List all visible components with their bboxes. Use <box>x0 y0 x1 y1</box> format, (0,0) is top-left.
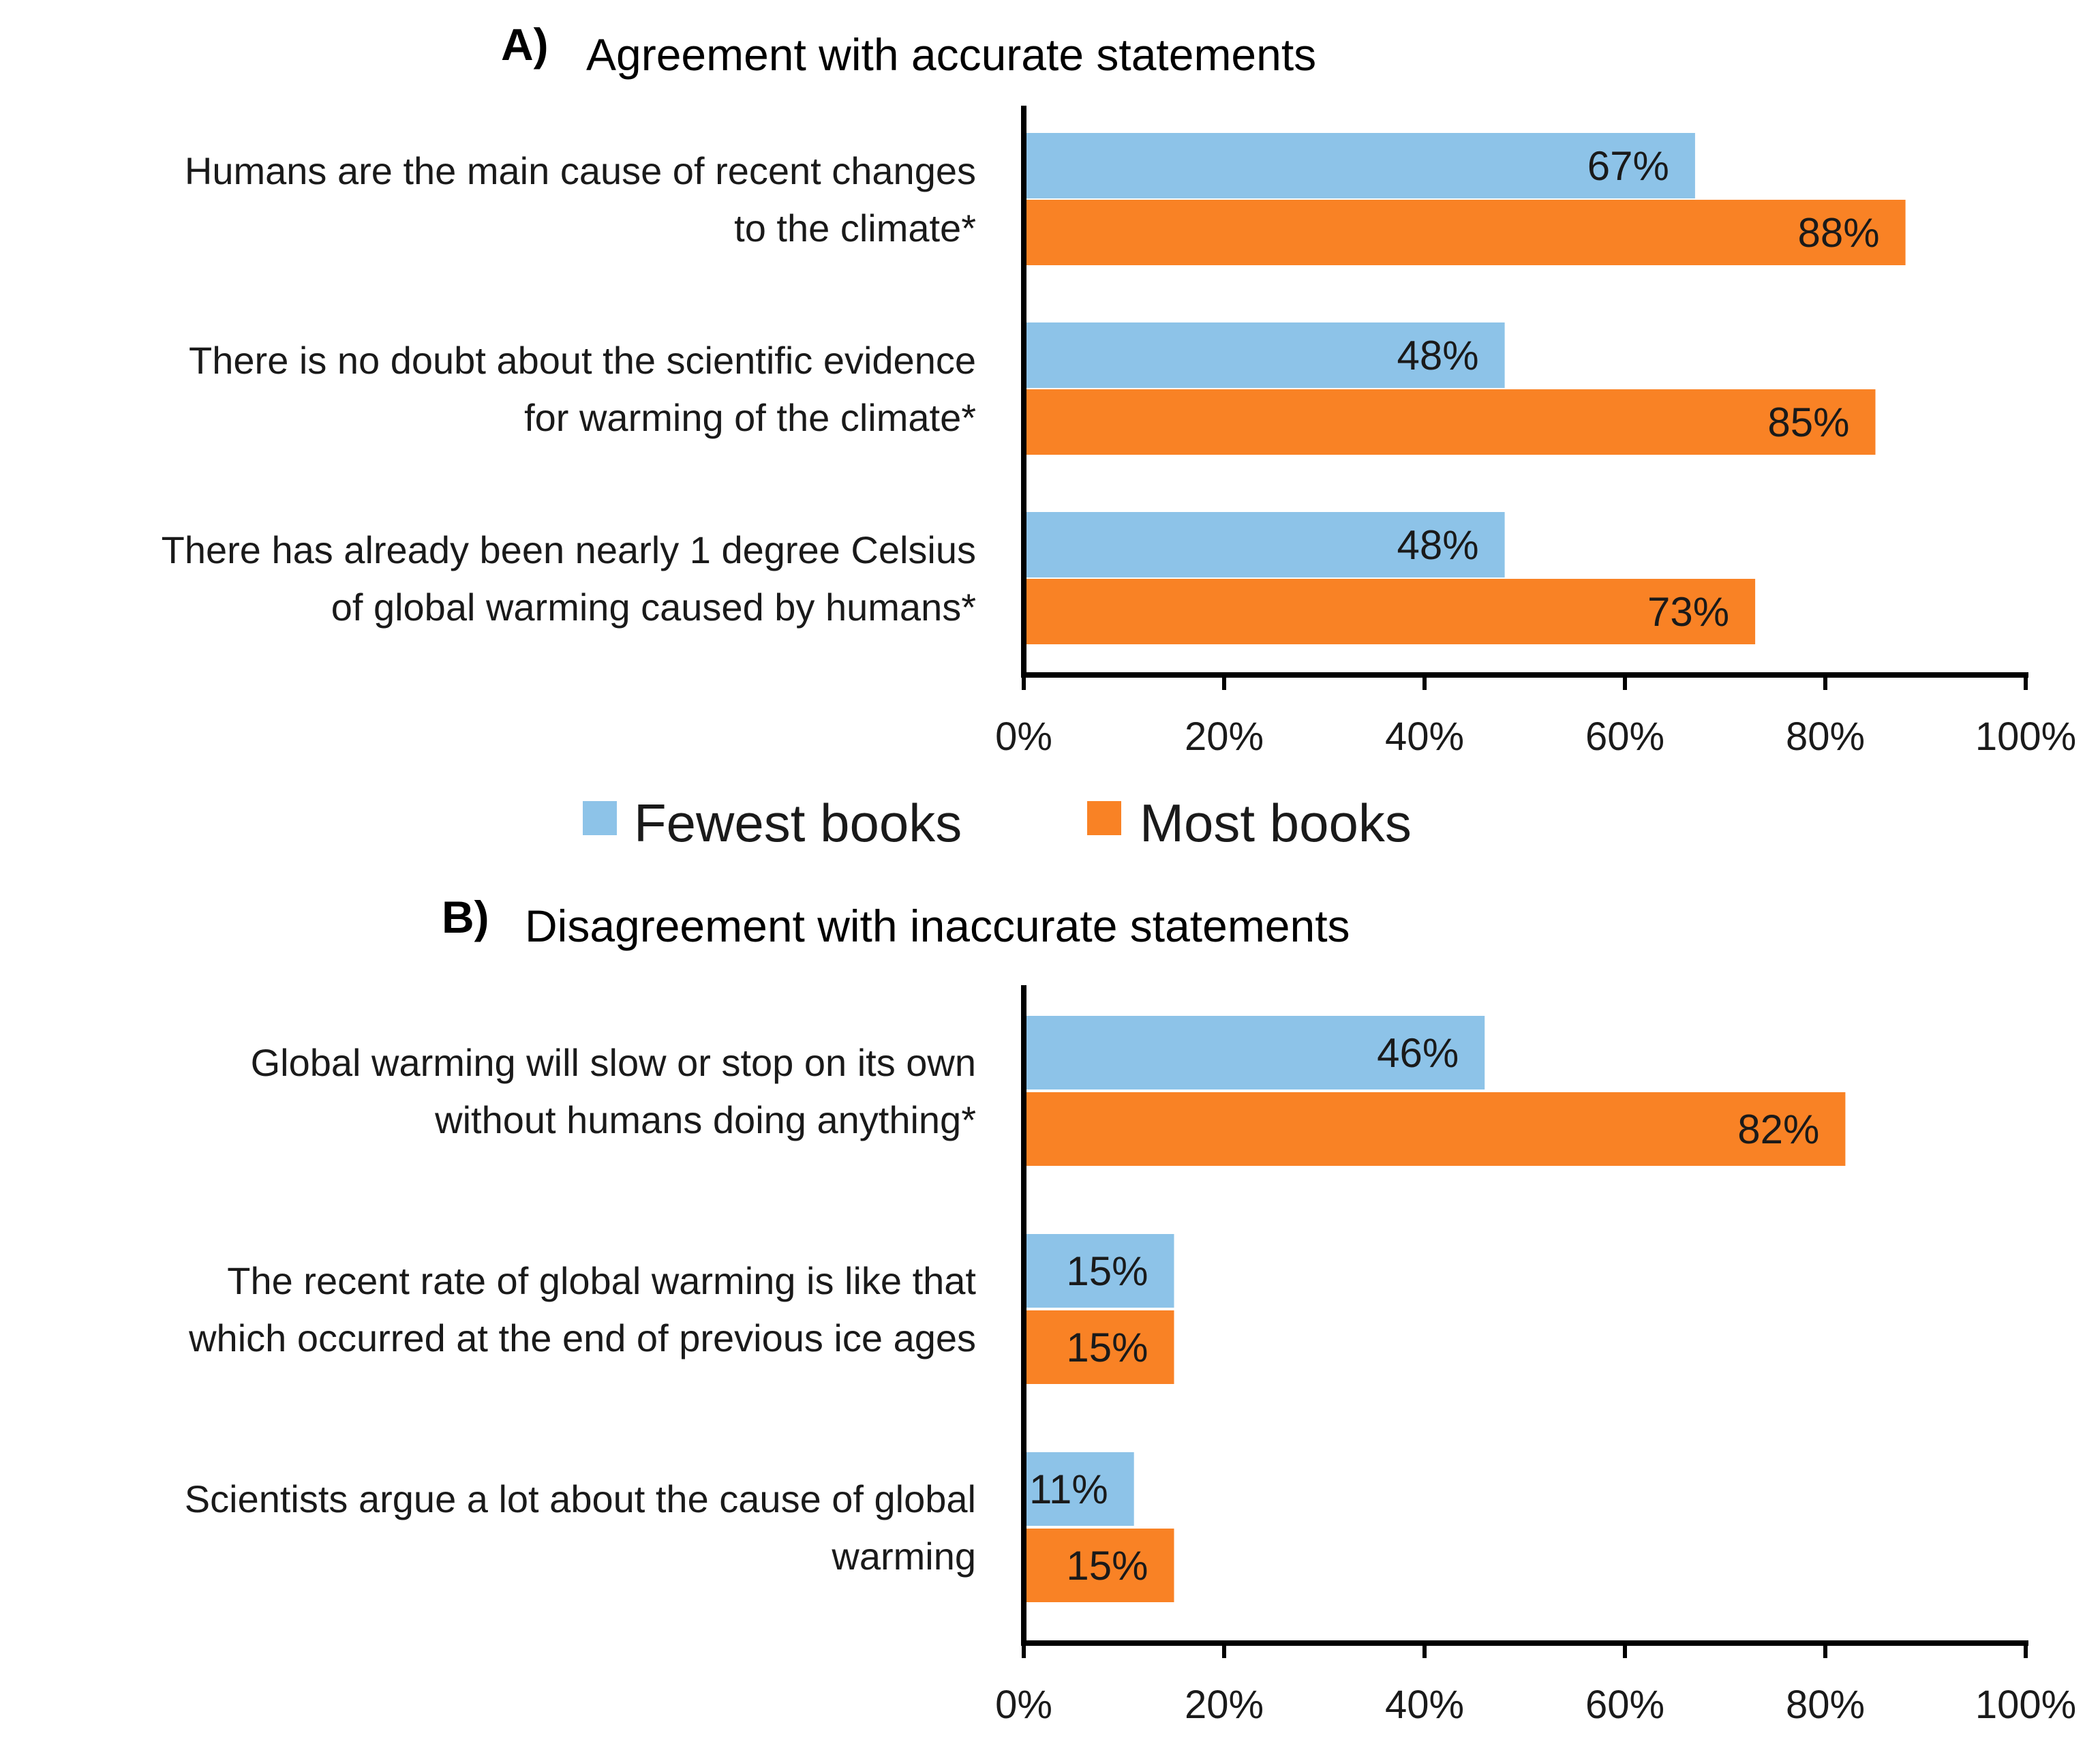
panel-a: A) Agreement with accurate statements 67… <box>162 19 2077 759</box>
x-tick-label-a-3: 60% <box>1585 715 1664 759</box>
x-tick-label-b-5: 100% <box>1975 1683 2076 1727</box>
legend-label-fewest: Fewest books <box>634 793 962 853</box>
bar-most-a-2 <box>1024 389 1876 455</box>
x-tick-label-b-1: 20% <box>1185 1683 1264 1727</box>
value-label-most-b-2: 15% <box>1066 1325 1148 1370</box>
legend: Fewest books Most books <box>583 793 1412 853</box>
panel-a-letter: A) <box>501 19 549 70</box>
category-label-b-3-line1: Scientists argue a lot about the cause o… <box>185 1477 976 1520</box>
panel-b-title: Disagreement with inaccurate statements <box>525 901 1350 951</box>
x-tick-label-a-1: 20% <box>1185 715 1264 759</box>
x-tick-label-a-5: 100% <box>1975 715 2076 759</box>
x-tick-label-a-4: 80% <box>1786 715 1865 759</box>
value-label-most-a-1: 88% <box>1798 210 1880 256</box>
legend-label-most: Most books <box>1140 793 1412 853</box>
x-tick-label-a-2: 40% <box>1385 715 1464 759</box>
category-label-a-2-line2: for warming of the climate* <box>524 396 976 439</box>
category-label-b-2-line2: which occurred at the end of previous ic… <box>188 1317 976 1359</box>
category-label-b-1-line2: without humans doing anything* <box>434 1098 976 1141</box>
bar-most-b-1 <box>1024 1092 1846 1166</box>
category-label-b-1-line1: Global warming will slow or stop on its … <box>251 1041 976 1084</box>
panel-b: B) Disagreement with inaccurate statemen… <box>185 892 2076 1727</box>
value-label-fewest-b-3: 11% <box>1029 1467 1108 1512</box>
category-label-b-3-line2: warming <box>831 1535 976 1578</box>
bar-fewest-b-3 <box>1024 1452 1134 1526</box>
bar-fewest-b-1 <box>1024 1016 1485 1089</box>
bar-most-b-2 <box>1024 1310 1174 1384</box>
legend-swatch-most <box>1087 801 1121 835</box>
bar-fewest-a-3 <box>1024 512 1505 577</box>
panel-a-plot: 67% 88% Humans are the main cause of recen… <box>162 106 2076 759</box>
x-tick-label-b-3: 60% <box>1585 1683 1664 1727</box>
value-label-fewest-a-1: 67% <box>1587 143 1669 189</box>
bar-most-a-1 <box>1024 200 1906 265</box>
bar-fewest-a-2 <box>1024 322 1505 388</box>
bar-most-b-3 <box>1024 1529 1174 1602</box>
value-label-most-a-3: 73% <box>1647 589 1729 635</box>
x-tick-label-b-0: 0% <box>995 1683 1052 1727</box>
value-label-most-a-2: 85% <box>1767 400 1849 445</box>
x-tick-label-a-0: 0% <box>995 715 1052 759</box>
category-label-a-3-line2: of global warming caused by humans* <box>331 586 976 629</box>
x-tick-label-b-4: 80% <box>1786 1683 1865 1727</box>
panel-a-title: Agreement with accurate statements <box>586 29 1316 80</box>
value-label-most-b-1: 82% <box>1737 1107 1819 1152</box>
legend-swatch-fewest <box>583 801 617 835</box>
category-label-b-2-line1: The recent rate of global warming is lik… <box>227 1259 976 1302</box>
category-label-a-1-line1: Humans are the main cause of recent chan… <box>185 149 976 192</box>
value-label-most-b-3: 15% <box>1066 1543 1148 1589</box>
x-tick-label-b-2: 40% <box>1385 1683 1464 1727</box>
panel-b-letter: B) <box>442 892 489 942</box>
value-label-fewest-b-1: 46% <box>1377 1030 1459 1076</box>
category-label-a-3-line1: There has already been nearly 1 degree C… <box>162 528 976 571</box>
bar-fewest-b-2 <box>1024 1234 1174 1308</box>
category-label-a-1-line2: to the climate* <box>734 207 976 250</box>
bar-fewest-a-1 <box>1024 133 1695 198</box>
value-label-fewest-a-2: 48% <box>1397 333 1479 378</box>
bar-most-a-3 <box>1024 579 1756 644</box>
panel-b-plot: 46% 82% Global warming will slow or stop o… <box>185 985 2076 1727</box>
value-label-fewest-a-3: 48% <box>1397 522 1479 568</box>
category-label-a-2-line1: There is no doubt about the scientific e… <box>189 339 976 382</box>
value-label-fewest-b-2: 15% <box>1066 1248 1148 1294</box>
